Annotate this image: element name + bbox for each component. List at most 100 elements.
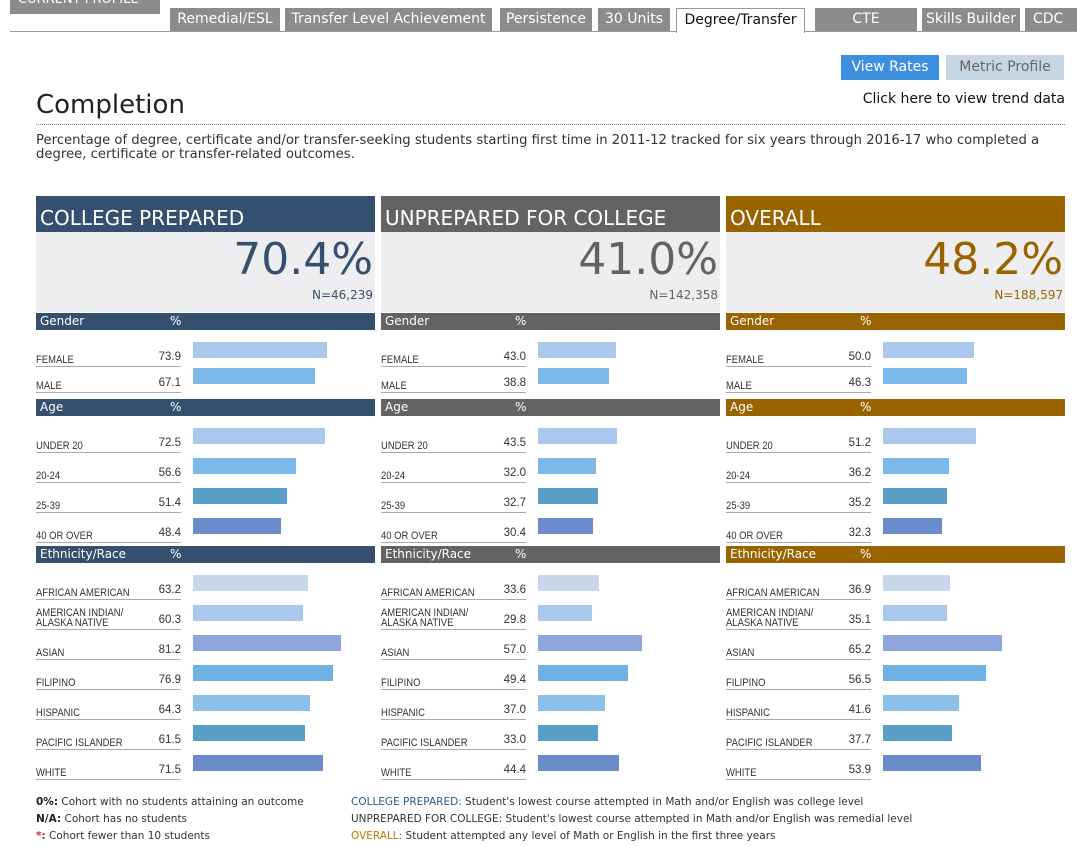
bar (538, 695, 606, 711)
row-value: 46.3 (848, 377, 871, 389)
bar (193, 725, 305, 741)
label-rule (36, 659, 181, 660)
label-rule (726, 779, 871, 780)
section-name: Age (730, 400, 754, 414)
tab[interactable]: CURRENT PROFILE (10, 0, 160, 14)
row-label: FEMALE (381, 354, 419, 366)
section-header: Age% (36, 399, 375, 416)
row-value: 30.4 (503, 527, 526, 539)
label-rule (36, 599, 181, 600)
rate-box: 41.0% N=142,358 (381, 232, 720, 312)
row-label: 25-39 (36, 500, 61, 512)
row-label: PACIFIC ISLANDER (36, 737, 123, 749)
row-label: 20-24 (726, 470, 751, 482)
row-label: FILIPINO (726, 677, 766, 689)
percent-header: % (170, 400, 182, 414)
row-value: 43.5 (503, 437, 526, 449)
label-rule (381, 366, 526, 367)
percent-header: % (860, 547, 872, 561)
label-rule (381, 599, 526, 600)
label-rule (381, 749, 526, 750)
row-label: UNDER 20 (726, 440, 773, 452)
bar (883, 428, 977, 444)
tab[interactable]: Persistence (500, 8, 592, 31)
bar (193, 635, 341, 651)
tab[interactable]: Transfer Level Achievement (285, 8, 492, 31)
row-label: AMERICAN INDIAN/ ALASKA NATIVE (726, 607, 814, 629)
section-name: Ethnicity/Race (730, 547, 817, 561)
row-value: 72.5 (158, 437, 181, 449)
panel: UNPREPARED FOR COLLEGE 41.0% N=142,358 Gend… (381, 196, 720, 786)
tab[interactable]: CTE (815, 8, 917, 31)
note-key: 0%: (36, 796, 59, 808)
button[interactable]: View Rates (841, 55, 939, 80)
label-rule (726, 452, 871, 453)
section-name: Ethnicity/Race (385, 547, 472, 561)
row-label: HISPANIC (726, 707, 770, 719)
label-rule (36, 392, 181, 393)
row-label: 40 OR OVER (381, 530, 438, 542)
row-value: 38.8 (503, 377, 526, 389)
note-text: Student attempted any level of Math or E… (405, 830, 776, 842)
bar (538, 635, 642, 651)
label-rule (381, 392, 526, 393)
label-rule (726, 512, 871, 513)
tab[interactable]: Remedial/ESL (170, 8, 280, 31)
row-value: 57.0 (503, 644, 526, 656)
percent-header: % (170, 314, 182, 328)
tab[interactable]: Degree/Transfer (676, 8, 805, 33)
section-header: Ethnicity/Race% (36, 546, 375, 563)
row-label: PACIFIC ISLANDER (726, 737, 813, 749)
label-rule (381, 452, 526, 453)
bar (193, 665, 333, 681)
label-rule (36, 719, 181, 720)
note-text: Cohort fewer than 10 students (49, 830, 211, 842)
note: COLLEGE PREPARED: Student's lowest cours… (351, 796, 863, 808)
note-text: Cohort has no students (64, 813, 188, 825)
rate: 41.0% (578, 234, 718, 285)
tab[interactable]: 30 Units (598, 8, 670, 31)
bar (883, 342, 974, 358)
bar (538, 428, 618, 444)
trend-link[interactable]: Click here to view trend data (862, 91, 1065, 107)
row-value: 35.2 (848, 497, 871, 509)
section-header: Gender% (381, 313, 720, 330)
bar (193, 428, 325, 444)
label-rule (726, 366, 871, 367)
row-value: 67.1 (158, 377, 181, 389)
bar (538, 458, 597, 474)
row-label: 40 OR OVER (36, 530, 93, 542)
percent-header: % (515, 547, 527, 561)
note-key: N/A: (36, 813, 62, 825)
label-rule (381, 779, 526, 780)
row-label: 25-39 (381, 500, 406, 512)
row-label: AFRICAN AMERICAN (36, 587, 130, 599)
row-value: 32.0 (503, 467, 526, 479)
bar (883, 605, 947, 621)
row-label: HISPANIC (36, 707, 80, 719)
bar (193, 342, 328, 358)
label-rule (36, 452, 181, 453)
percent-header: % (170, 547, 182, 561)
bar (193, 575, 309, 591)
row-value: 60.3 (158, 614, 181, 626)
row-label: 20-24 (381, 470, 406, 482)
row-value: 64.3 (158, 704, 181, 716)
bar (538, 575, 600, 591)
row-value: 36.2 (848, 467, 871, 479)
button[interactable]: Metric Profile (946, 55, 1064, 80)
bar (538, 665, 628, 681)
percent-header: % (860, 400, 872, 414)
row-value: 56.5 (848, 674, 871, 686)
section-header: Gender% (726, 313, 1065, 330)
row-value: 37.7 (848, 734, 871, 746)
row-label: UNDER 20 (36, 440, 83, 452)
row-label: ASIAN (381, 647, 410, 659)
tab[interactable]: Skills Builder (922, 8, 1020, 31)
bar (538, 518, 594, 534)
row-label: FILIPINO (36, 677, 76, 689)
cohort-size: N=188,597 (994, 288, 1063, 302)
row-value: 36.9 (848, 584, 871, 596)
label-rule (381, 629, 526, 630)
tab[interactable]: CDC (1025, 8, 1077, 31)
